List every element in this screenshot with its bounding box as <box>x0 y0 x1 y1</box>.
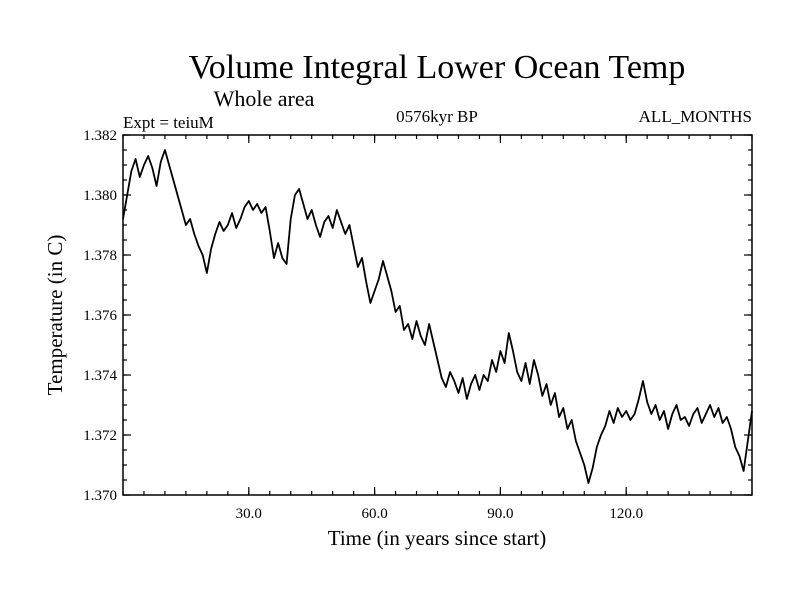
plot-frame <box>122 134 753 496</box>
left-label: Expt = teiuM <box>123 113 214 132</box>
y-tick-label: 1.370 <box>83 488 117 504</box>
x-tick-label: 30.0 <box>236 506 262 522</box>
series-line <box>122 149 753 484</box>
center-label: 0576kyr BP <box>396 107 478 126</box>
y-axis-label: Temperature (in C) <box>43 235 67 396</box>
x-axis-label: Time (in years since start) <box>328 526 547 550</box>
chart-subtitle: Whole area <box>214 86 315 111</box>
y-tick-label: 1.380 <box>83 188 117 204</box>
right-label: ALL_MONTHS <box>639 107 752 126</box>
x-tick-label: 60.0 <box>361 506 387 522</box>
y-tick-label: 1.382 <box>83 128 117 144</box>
y-tick-label: 1.376 <box>83 308 117 324</box>
x-tick-label: 120.0 <box>609 506 643 522</box>
y-tick-label: 1.372 <box>83 428 117 444</box>
y-tick-label: 1.378 <box>83 248 117 264</box>
y-tick-label: 1.374 <box>83 368 117 384</box>
x-tick-label: 90.0 <box>487 506 513 522</box>
chart-title: Volume Integral Lower Ocean Temp <box>189 49 686 86</box>
